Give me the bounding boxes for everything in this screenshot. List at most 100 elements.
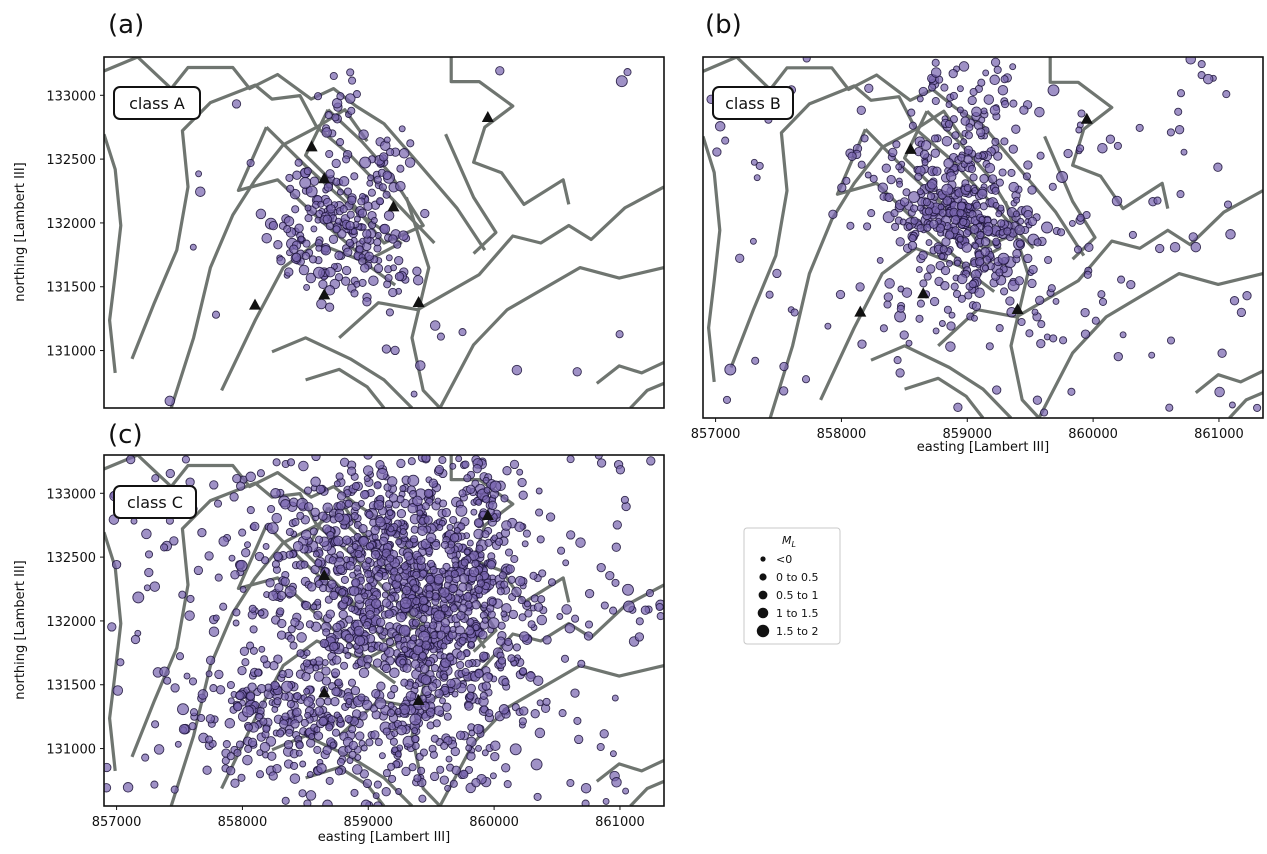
event-point (488, 500, 498, 511)
event-point (376, 468, 389, 480)
event-point (226, 680, 235, 690)
event-point (481, 681, 491, 691)
event-point (367, 174, 375, 182)
event-point (527, 620, 536, 629)
event-point (300, 718, 309, 727)
event-point (406, 139, 415, 148)
event-point (1047, 284, 1056, 293)
event-point (995, 268, 1004, 277)
event-point (360, 744, 368, 752)
event-point (956, 106, 964, 114)
event-point (374, 738, 383, 747)
event-point (349, 571, 357, 579)
event-point (983, 94, 995, 105)
event-point (370, 525, 380, 535)
event-point (997, 219, 1006, 228)
event-point (802, 57, 811, 63)
y-axis-label-a: northing [Lambert III] (13, 162, 28, 301)
x-tick-label: 857000 (691, 427, 741, 442)
legend-label: 1 to 1.5 (776, 607, 819, 620)
event-point (280, 499, 291, 510)
event-point (564, 622, 576, 634)
event-point (323, 182, 334, 192)
event-point (402, 663, 412, 673)
event-point (295, 741, 304, 750)
event-point (954, 259, 961, 267)
event-point (344, 499, 353, 508)
event-point (790, 308, 799, 317)
event-point (318, 716, 328, 727)
event-point (446, 653, 455, 662)
legend-items: <0 0 to 0.5 0.5 to 1 1 to 1.5 1.5 to 2 (756, 553, 819, 638)
event-point (382, 170, 392, 180)
event-point (635, 617, 644, 626)
event-point (905, 339, 913, 347)
event-point (286, 458, 296, 467)
event-point (189, 243, 197, 251)
event-point (254, 668, 263, 677)
event-point (395, 611, 407, 623)
event-point (500, 494, 509, 503)
event-point (511, 364, 523, 376)
event-point (335, 472, 344, 481)
event-point (387, 762, 396, 771)
event-point (262, 542, 270, 550)
event-point (1023, 209, 1033, 220)
event-point (495, 66, 505, 76)
event-point (646, 456, 656, 466)
event-point (1019, 105, 1029, 115)
event-point (151, 474, 160, 483)
event-point (188, 722, 197, 731)
event-point (522, 529, 531, 538)
y-tick-label: 132000 (46, 217, 96, 232)
event-point (557, 546, 566, 555)
event-point (991, 186, 1000, 195)
event-point (285, 527, 294, 537)
event-point (992, 237, 1001, 246)
event-point (581, 799, 590, 806)
event-point (403, 551, 413, 561)
boundary-line (305, 367, 386, 408)
event-point (842, 176, 851, 185)
event-point (450, 746, 460, 757)
event-point (956, 208, 965, 217)
event-point (575, 537, 586, 548)
event-point (490, 740, 501, 751)
event-point (471, 600, 481, 610)
event-point (908, 121, 917, 130)
event-point (376, 681, 386, 691)
station-marker (917, 287, 930, 299)
event-point (1148, 351, 1156, 359)
event-point (751, 356, 760, 365)
event-point (407, 503, 418, 514)
event-point (390, 345, 400, 356)
event-point (479, 691, 488, 700)
event-point (329, 641, 339, 652)
boundary-line (595, 360, 664, 385)
event-point (1003, 227, 1012, 236)
event-point (489, 772, 497, 780)
event-point (514, 575, 526, 587)
event-point (519, 631, 530, 642)
event-point (995, 178, 1004, 187)
event-point (535, 508, 544, 517)
event-point (384, 273, 393, 283)
event-point (247, 682, 257, 692)
event-point (382, 769, 391, 778)
event-point (295, 749, 303, 757)
event-point (915, 314, 924, 323)
event-point (899, 197, 910, 207)
event-point (413, 774, 422, 783)
station-marker (305, 140, 318, 152)
event-point (967, 164, 977, 174)
event-point (311, 455, 321, 462)
event-point (620, 495, 629, 504)
event-point (605, 570, 615, 581)
event-point (867, 209, 876, 218)
event-point (271, 705, 279, 713)
event-point (950, 215, 961, 225)
event-point (365, 610, 375, 620)
event-point (1166, 128, 1175, 137)
event-point (530, 758, 543, 771)
event-point (477, 551, 485, 559)
